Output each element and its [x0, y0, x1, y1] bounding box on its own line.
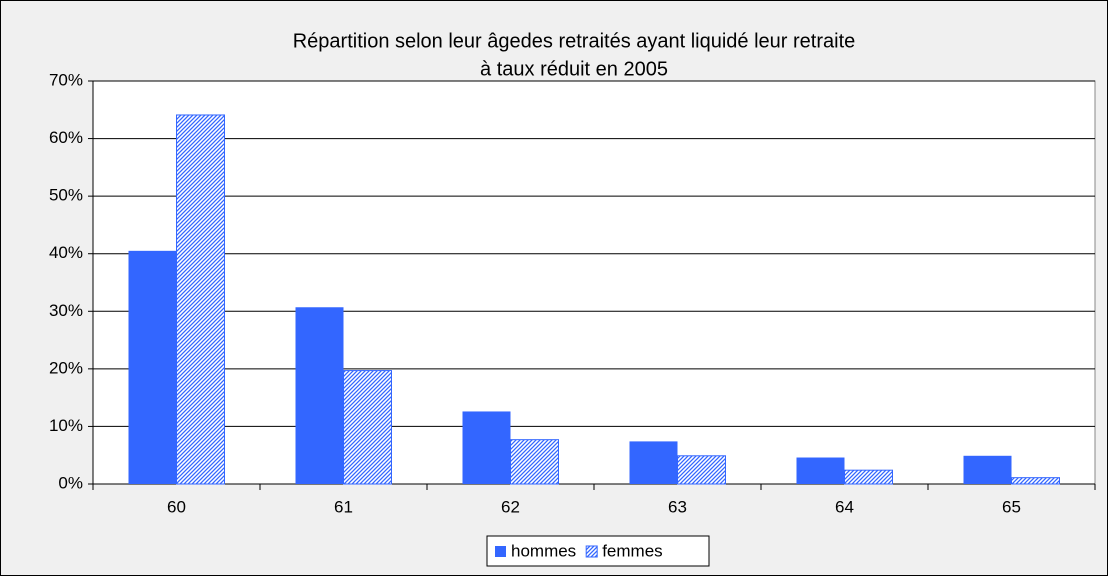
- y-tick-label: 0%: [58, 473, 83, 492]
- x-tick-label: 64: [835, 497, 854, 516]
- legend-label: hommes: [511, 541, 576, 560]
- bar: [963, 455, 1012, 484]
- x-tick-label: 63: [668, 497, 687, 516]
- y-tick-label: 60%: [49, 128, 83, 147]
- x-tick-label: 62: [501, 497, 520, 516]
- legend-swatch: [585, 545, 598, 558]
- bar: [128, 250, 177, 484]
- bar: [629, 441, 678, 484]
- bar: [510, 439, 559, 485]
- plot-area: [92, 80, 1096, 485]
- y-tick-label: 30%: [49, 301, 83, 320]
- chart-title: à taux réduit en 2005: [480, 58, 668, 80]
- y-tick-label: 20%: [49, 358, 83, 377]
- bar: [796, 457, 845, 484]
- bar: [343, 370, 392, 485]
- y-tick-label: 50%: [49, 186, 83, 205]
- legend-box: [486, 535, 710, 567]
- x-tick-label: 61: [334, 497, 353, 516]
- legend-swatch: [495, 546, 506, 557]
- y-tick-label: 70%: [49, 70, 83, 89]
- y-tick-label: 10%: [49, 416, 83, 435]
- bar: [677, 455, 726, 485]
- bar: [295, 307, 344, 484]
- y-tick-label: 40%: [49, 243, 83, 262]
- bar: [176, 114, 225, 485]
- bar: [1011, 477, 1060, 485]
- chart-title: Répartition selon leur âgedes retraités …: [293, 30, 856, 52]
- x-tick-label: 65: [1002, 497, 1021, 516]
- bar: [462, 411, 511, 484]
- legend-label: femmes: [602, 541, 662, 560]
- x-tick-label: 60: [167, 497, 186, 516]
- bar: [844, 469, 893, 485]
